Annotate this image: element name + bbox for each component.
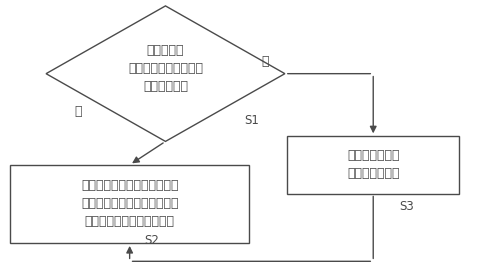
Text: 是: 是 [75,105,82,118]
Polygon shape [46,6,285,141]
Text: S3: S3 [399,200,414,213]
FancyBboxPatch shape [10,165,249,243]
Text: 判断在芯片
上是否存在工作电压一
致的相邻阱区: 判断在芯片 上是否存在工作电压一 致的相邻阱区 [128,44,203,93]
Text: 否: 否 [261,56,269,68]
Text: 将工作电压一致的相邻阱区之
间相距距离去掉，使工作电压
一致的相邻阱区合并在一起: 将工作电压一致的相邻阱区之 间相距距离去掉，使工作电压 一致的相邻阱区合并在一起 [81,179,178,228]
Text: S1: S1 [244,114,259,127]
FancyBboxPatch shape [287,136,459,194]
Text: 不改变相邻阱区
之间的相距距离: 不改变相邻阱区 之间的相距距离 [347,149,399,180]
Text: S2: S2 [144,234,159,247]
